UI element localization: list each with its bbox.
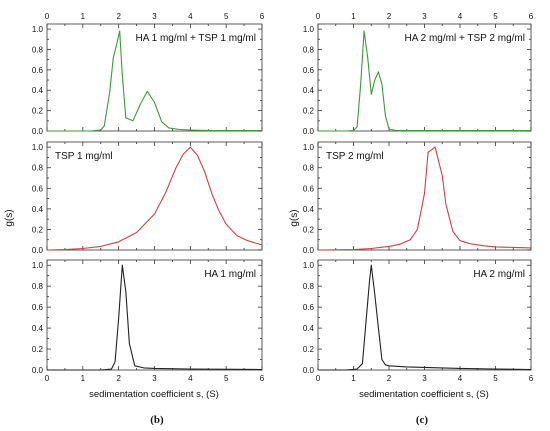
panel-b-2-ytick-label: 1.0: [32, 261, 44, 270]
panel-b-2-ytick-label: 0.6: [32, 303, 44, 312]
panel-c-1-ytick-label: 1.0: [303, 143, 315, 152]
panel-c-2-ytick-label: 0.2: [303, 345, 315, 354]
panel-b-0-xtick-label-top: 6: [260, 12, 265, 21]
panel-b-1-ytick-label: 0.0: [32, 246, 44, 255]
panel-c-2-xtick-label: 0: [316, 374, 321, 383]
panel-b-2-xtick-label: 5: [224, 374, 229, 383]
panel-b-2-label: HA 1 mg/ml: [204, 269, 256, 280]
x-axis-label-left: sedimentation coefficient s, (S): [89, 389, 219, 400]
panel-c-1-ytick-label: 0.4: [303, 205, 315, 214]
panel-b-2-xtick-label: 6: [260, 374, 265, 383]
panel-c-1-series-line: [317, 146, 532, 251]
panel-c-0: 0.0 0.2 0.4 0.6 0.8 1.00 1 2 3 4 5 6 HA 2 mg/ml + TS…: [303, 12, 534, 136]
panel-b-2-xtick-label: 3: [152, 374, 157, 383]
panel-c-0-ytick-label: 0.8: [303, 45, 315, 54]
panel-b-1-ytick-label: 0.2: [32, 225, 44, 234]
panel-c-1-ytick-label: 0.2: [303, 225, 315, 234]
panel-b-2-xtick-label: 0: [45, 374, 50, 383]
panel-c-0-xtick-label-top: 4: [458, 12, 463, 21]
panel-c-2: 0.0 0.2 0.4 0.6 0.8 1.0 0 1 2 3 4 5 6 HA 2 mg/ml: [303, 259, 534, 383]
caption-c: (c): [416, 414, 429, 426]
panel-b-2-series-line: [47, 264, 263, 371]
panel-c-2-ytick-label: 0.0: [303, 366, 315, 375]
y-axis-label-left: g(s): [4, 209, 15, 226]
panel-c-0-xtick-label-top: 6: [529, 12, 534, 21]
panel-b-0-xtick-label-top: 5: [224, 12, 229, 21]
panel-c-2-ytick-label: 0.6: [303, 303, 315, 312]
panel-c-0-xtick-label-top: 3: [422, 12, 427, 21]
panel-c-0-xtick-label-top: 5: [493, 12, 498, 21]
panel-b-0-ytick-label: 0.0: [32, 127, 44, 136]
panel-b-0: 0.0 0.2 0.4 0.6 0.8 1.00 1 2 3 4 5 6 HA 1 mg/ml + TS…: [32, 12, 265, 136]
panel-b-0-series-line: [47, 30, 262, 132]
panel-c-0-xtick-label-top: 1: [351, 12, 356, 21]
panels: 0.00.20.40.60.81.00 1 2 3 4 5 6HA 1 mg/ml + TS…: [32, 12, 534, 383]
panel-c-2-xtick-label: 1: [351, 374, 356, 383]
panel-b-0-ytick-label: 0.4: [32, 86, 44, 95]
panel-b-0-xtick-label-top: 0: [45, 12, 50, 21]
panel-c-0-ytick-label: 0.2: [303, 107, 315, 116]
panel-b-1-label: TSP 1 mg/ml: [55, 151, 113, 162]
caption-b: (b): [150, 414, 164, 426]
panel-c-0-xtick-label-top: 0: [316, 12, 321, 21]
panel-c-2-label: HA 2 mg/ml: [473, 269, 525, 280]
panel-b-1-ytick-label: 0.6: [32, 184, 44, 193]
panel-b-2-xtick-label: 4: [188, 374, 193, 383]
panel-b-2-xtick-label: 1: [81, 374, 86, 383]
panel-b-1-ytick-label: 1.0: [32, 143, 44, 152]
panel-c-2-xtick-label: 5: [493, 374, 498, 383]
panel-b-2-ytick-label: 0.4: [32, 324, 44, 333]
panel-b-2: 0.0 0.2 0.4 0.6 0.8 1.0 0 1 2 3 4 5 6 HA 1 mg/ml: [32, 259, 265, 383]
y-axis-label-right: g(s): [289, 209, 300, 226]
panel-b-0-ytick-label: 0.6: [32, 66, 44, 75]
panel-c-1-ytick-label: 0.6: [303, 184, 315, 193]
panel-b-2-xtick-label: 2: [116, 374, 121, 383]
panel-b-1-series-line: [46, 146, 263, 251]
panel-c-2-ytick-label: 0.8: [303, 282, 315, 291]
panel-b-0-ytick-label: 1.0: [32, 25, 44, 34]
x-axis-label-right: sedimentation coefficient s, (S): [359, 389, 489, 400]
panel-b-1-ytick-label: 0.8: [32, 164, 44, 173]
panel-c-1-ytick-label: 0.8: [303, 164, 315, 173]
panel-b-0-ytick-label: 0.2: [32, 107, 44, 116]
panel-c-0-ytick-label: 1.0: [303, 25, 315, 34]
panel-c-0-xtick-label-top: 2: [387, 12, 392, 21]
panel-b-0-label: HA 1 mg/ml + TSP 1 mg/ml: [135, 33, 256, 44]
panel-c-0-ytick-label: 0.0: [303, 127, 315, 136]
panel-b-0-xtick-label-top: 3: [152, 12, 157, 21]
panel-c-1-label: TSP 2 mg/ml: [326, 151, 384, 162]
panel-b-0-xtick-label-top: 2: [116, 12, 121, 21]
panel-b-2-ytick-label: 0.0: [32, 366, 44, 375]
panel-c-2-xtick-label: 2: [387, 374, 392, 383]
panel-b-2-ytick-label: 0.2: [32, 345, 44, 354]
panel-c-0-series-line: [318, 30, 531, 132]
panel-c-1-ytick-label: 0.0: [303, 246, 315, 255]
panel-c-2-series-line: [318, 264, 532, 371]
panel-c-2-xtick-label: 4: [458, 374, 463, 383]
panel-c-2-ytick-label: 0.4: [303, 324, 315, 333]
panel-c-2-ytick-label: 1.0: [303, 261, 315, 270]
panel-b-1: 0.0 0.2 0.4 0.6 0.8 1.0 TSP 1 mg/ml: [32, 141, 263, 255]
panel-b-0-xtick-label-top: 1: [81, 12, 86, 21]
panel-b-0-xtick-label-top: 4: [188, 12, 193, 21]
panel-c-2-xtick-label: 6: [529, 374, 534, 383]
panel-c-0-ytick-label: 0.4: [303, 86, 315, 95]
panel-c-0-ytick-label: 0.6: [303, 66, 315, 75]
panel-c-1: 0.0 0.2 0.4 0.6 0.8 1.0 TSP 2 mg/ml: [303, 141, 532, 255]
panel-b-0-ytick-label: 0.8: [32, 45, 44, 54]
panel-c-0-label: HA 2 mg/ml + TSP 2 mg/ml: [404, 33, 525, 44]
panel-c-2-xtick-label: 3: [422, 374, 427, 383]
panel-b-2-ytick-label: 0.8: [32, 282, 44, 291]
panel-b-1-ytick-label: 0.4: [32, 205, 44, 214]
